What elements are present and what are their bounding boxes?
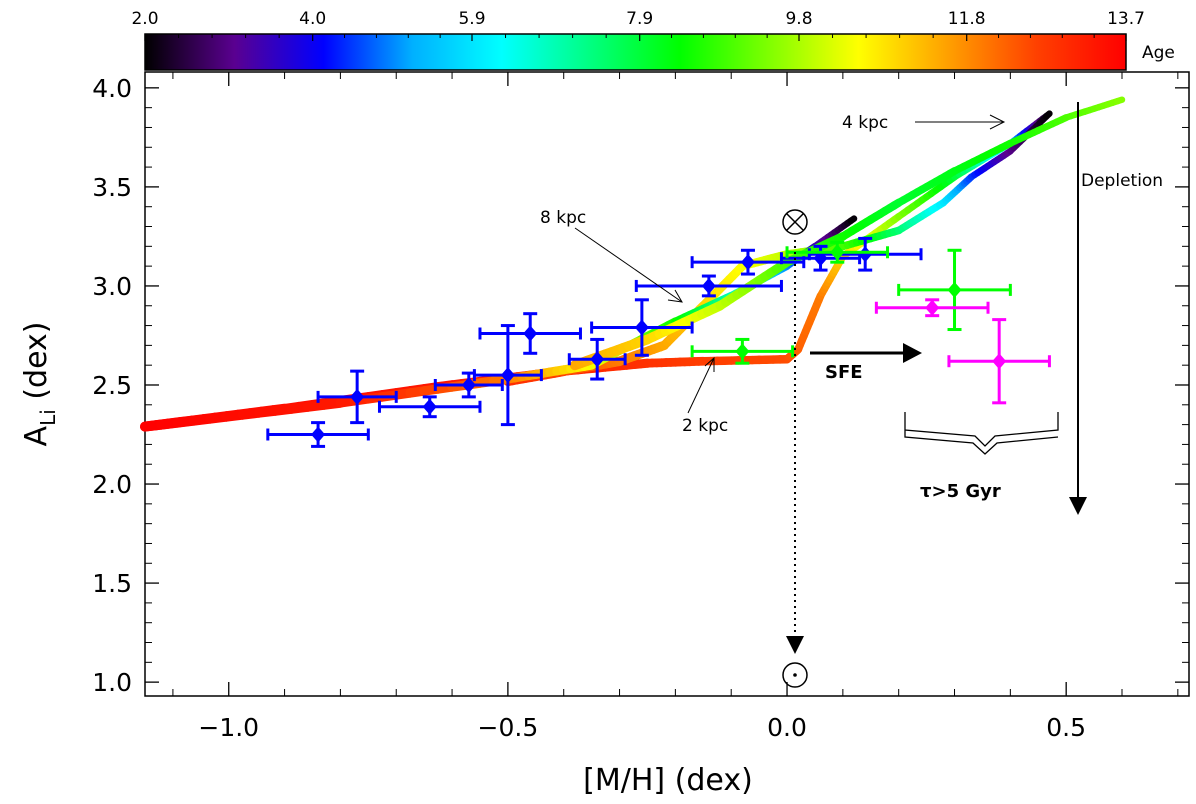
diamond-marker <box>735 343 750 360</box>
x-tick-label: 0.0 <box>767 713 807 742</box>
label-2kpc: 2 kpc <box>682 416 728 436</box>
data-point <box>634 274 783 298</box>
data-point <box>567 337 627 381</box>
track-4kpc <box>502 110 1053 387</box>
arrow-4kpc-head <box>989 114 1006 130</box>
arrow-2kpc-head <box>704 356 715 372</box>
y-axis: 1.0 1.5 2.0 2.5 3.0 3.5 4.0 <box>92 74 1189 697</box>
data-point <box>377 395 482 419</box>
series-1 <box>690 240 1012 365</box>
diamond-marker <box>634 319 649 336</box>
svg-text:ALi (dex): ALi (dex) <box>19 322 60 447</box>
colorbar-tick-label: 7.9 <box>626 9 653 29</box>
depletion-arrow-head <box>1069 497 1087 515</box>
data-point <box>316 369 398 425</box>
data-point <box>807 236 923 272</box>
colorbar-title: Age <box>1142 43 1175 63</box>
arrow-8kpc <box>574 227 683 303</box>
colorbar-tick-label: 9.8 <box>785 9 812 29</box>
diamond-marker <box>590 351 605 368</box>
diamond-marker <box>350 388 365 405</box>
track-segment <box>1114 96 1126 105</box>
otimes-symbol <box>782 209 808 235</box>
arrow-8kpc-head <box>667 289 683 303</box>
diamond-marker <box>461 376 476 393</box>
track-segment <box>1043 110 1053 120</box>
series-0 <box>266 236 923 448</box>
y-tick-label: 2.0 <box>92 470 132 499</box>
diamond-marker <box>813 250 828 267</box>
diamond-marker <box>947 281 962 298</box>
model-tracks <box>140 96 1126 432</box>
label-4kpc: 4 kpc <box>842 113 888 133</box>
data-point <box>785 240 890 264</box>
y-tick-label: 3.5 <box>92 173 132 202</box>
colorbar-tick-label: 5.9 <box>458 9 485 29</box>
y-tick-label: 4.0 <box>92 74 132 103</box>
colorbar-tick-label: 13.7 <box>1107 9 1145 29</box>
diamond-marker <box>992 353 1007 370</box>
y-axis-title-main: A <box>19 425 54 446</box>
data-point <box>590 298 694 357</box>
data-point <box>947 318 1051 405</box>
sun-arrow-head <box>786 636 804 654</box>
data-point <box>433 371 504 399</box>
arrow-2kpc <box>687 357 715 414</box>
data-point <box>690 248 806 276</box>
colorbar: 2.0 4.0 5.9 7.9 9.8 11.8 13.7 Age <box>131 9 1175 71</box>
data-point <box>897 248 1012 332</box>
colorbar-tick-label: 2.0 <box>131 9 158 29</box>
y-axis-title-sub: Li <box>36 409 60 426</box>
x-tick-label: −1.0 <box>198 713 259 742</box>
diamond-marker <box>830 244 845 261</box>
x-tick-label: −0.5 <box>478 713 539 742</box>
solar-circle-symbol <box>782 662 808 688</box>
depletion-label: Depletion <box>1081 171 1163 191</box>
diamond-marker <box>740 254 755 271</box>
y-axis-title: ALi (dex) <box>19 322 60 447</box>
y-tick-label: 1.0 <box>92 668 132 697</box>
plot-frame <box>144 71 1190 697</box>
diamond-marker <box>701 277 716 294</box>
y-tick-label: 3.0 <box>92 272 132 301</box>
colorbar-bar <box>144 33 1127 71</box>
data-point <box>266 421 370 448</box>
label-8kpc: 8 kpc <box>540 208 586 228</box>
x-tick-label: 0.5 <box>1046 713 1086 742</box>
diamond-marker <box>500 367 515 384</box>
colorbar-tick-label: 11.8 <box>948 9 986 29</box>
data-point <box>874 298 990 318</box>
sfe-arrow-head <box>903 343 922 363</box>
tau-brace <box>904 412 1059 455</box>
colorbar-tick-label: 4.0 <box>299 9 326 29</box>
series-2 <box>874 298 1051 405</box>
x-axis-title: [M/H] (dex) <box>583 763 753 798</box>
annotations: Depletion SFE τ>5 Gyr 8 kpc 4 kpc 2 kpc <box>540 102 1163 688</box>
colorbar-ticks: 2.0 4.0 5.9 7.9 9.8 11.8 13.7 <box>131 9 1145 41</box>
data-point <box>472 324 543 427</box>
y-tick-label: 1.5 <box>92 569 132 598</box>
y-axis-title-unit: (dex) <box>19 322 54 410</box>
data-points <box>266 236 1051 448</box>
diamond-marker <box>523 325 538 342</box>
track-extra <box>569 96 1126 371</box>
tau-label: τ>5 Gyr <box>920 481 1001 502</box>
diamond-marker <box>422 398 437 415</box>
y-tick-label: 2.5 <box>92 371 132 400</box>
diamond-marker <box>925 299 940 316</box>
data-point <box>690 337 795 365</box>
sfe-label: SFE <box>825 362 863 383</box>
diamond-marker <box>311 426 326 443</box>
diamond-marker <box>858 246 873 263</box>
data-point <box>478 312 582 355</box>
x-axis: −1.0 −0.5 0.0 0.5 <box>172 72 1179 742</box>
track-segment <box>847 215 858 225</box>
